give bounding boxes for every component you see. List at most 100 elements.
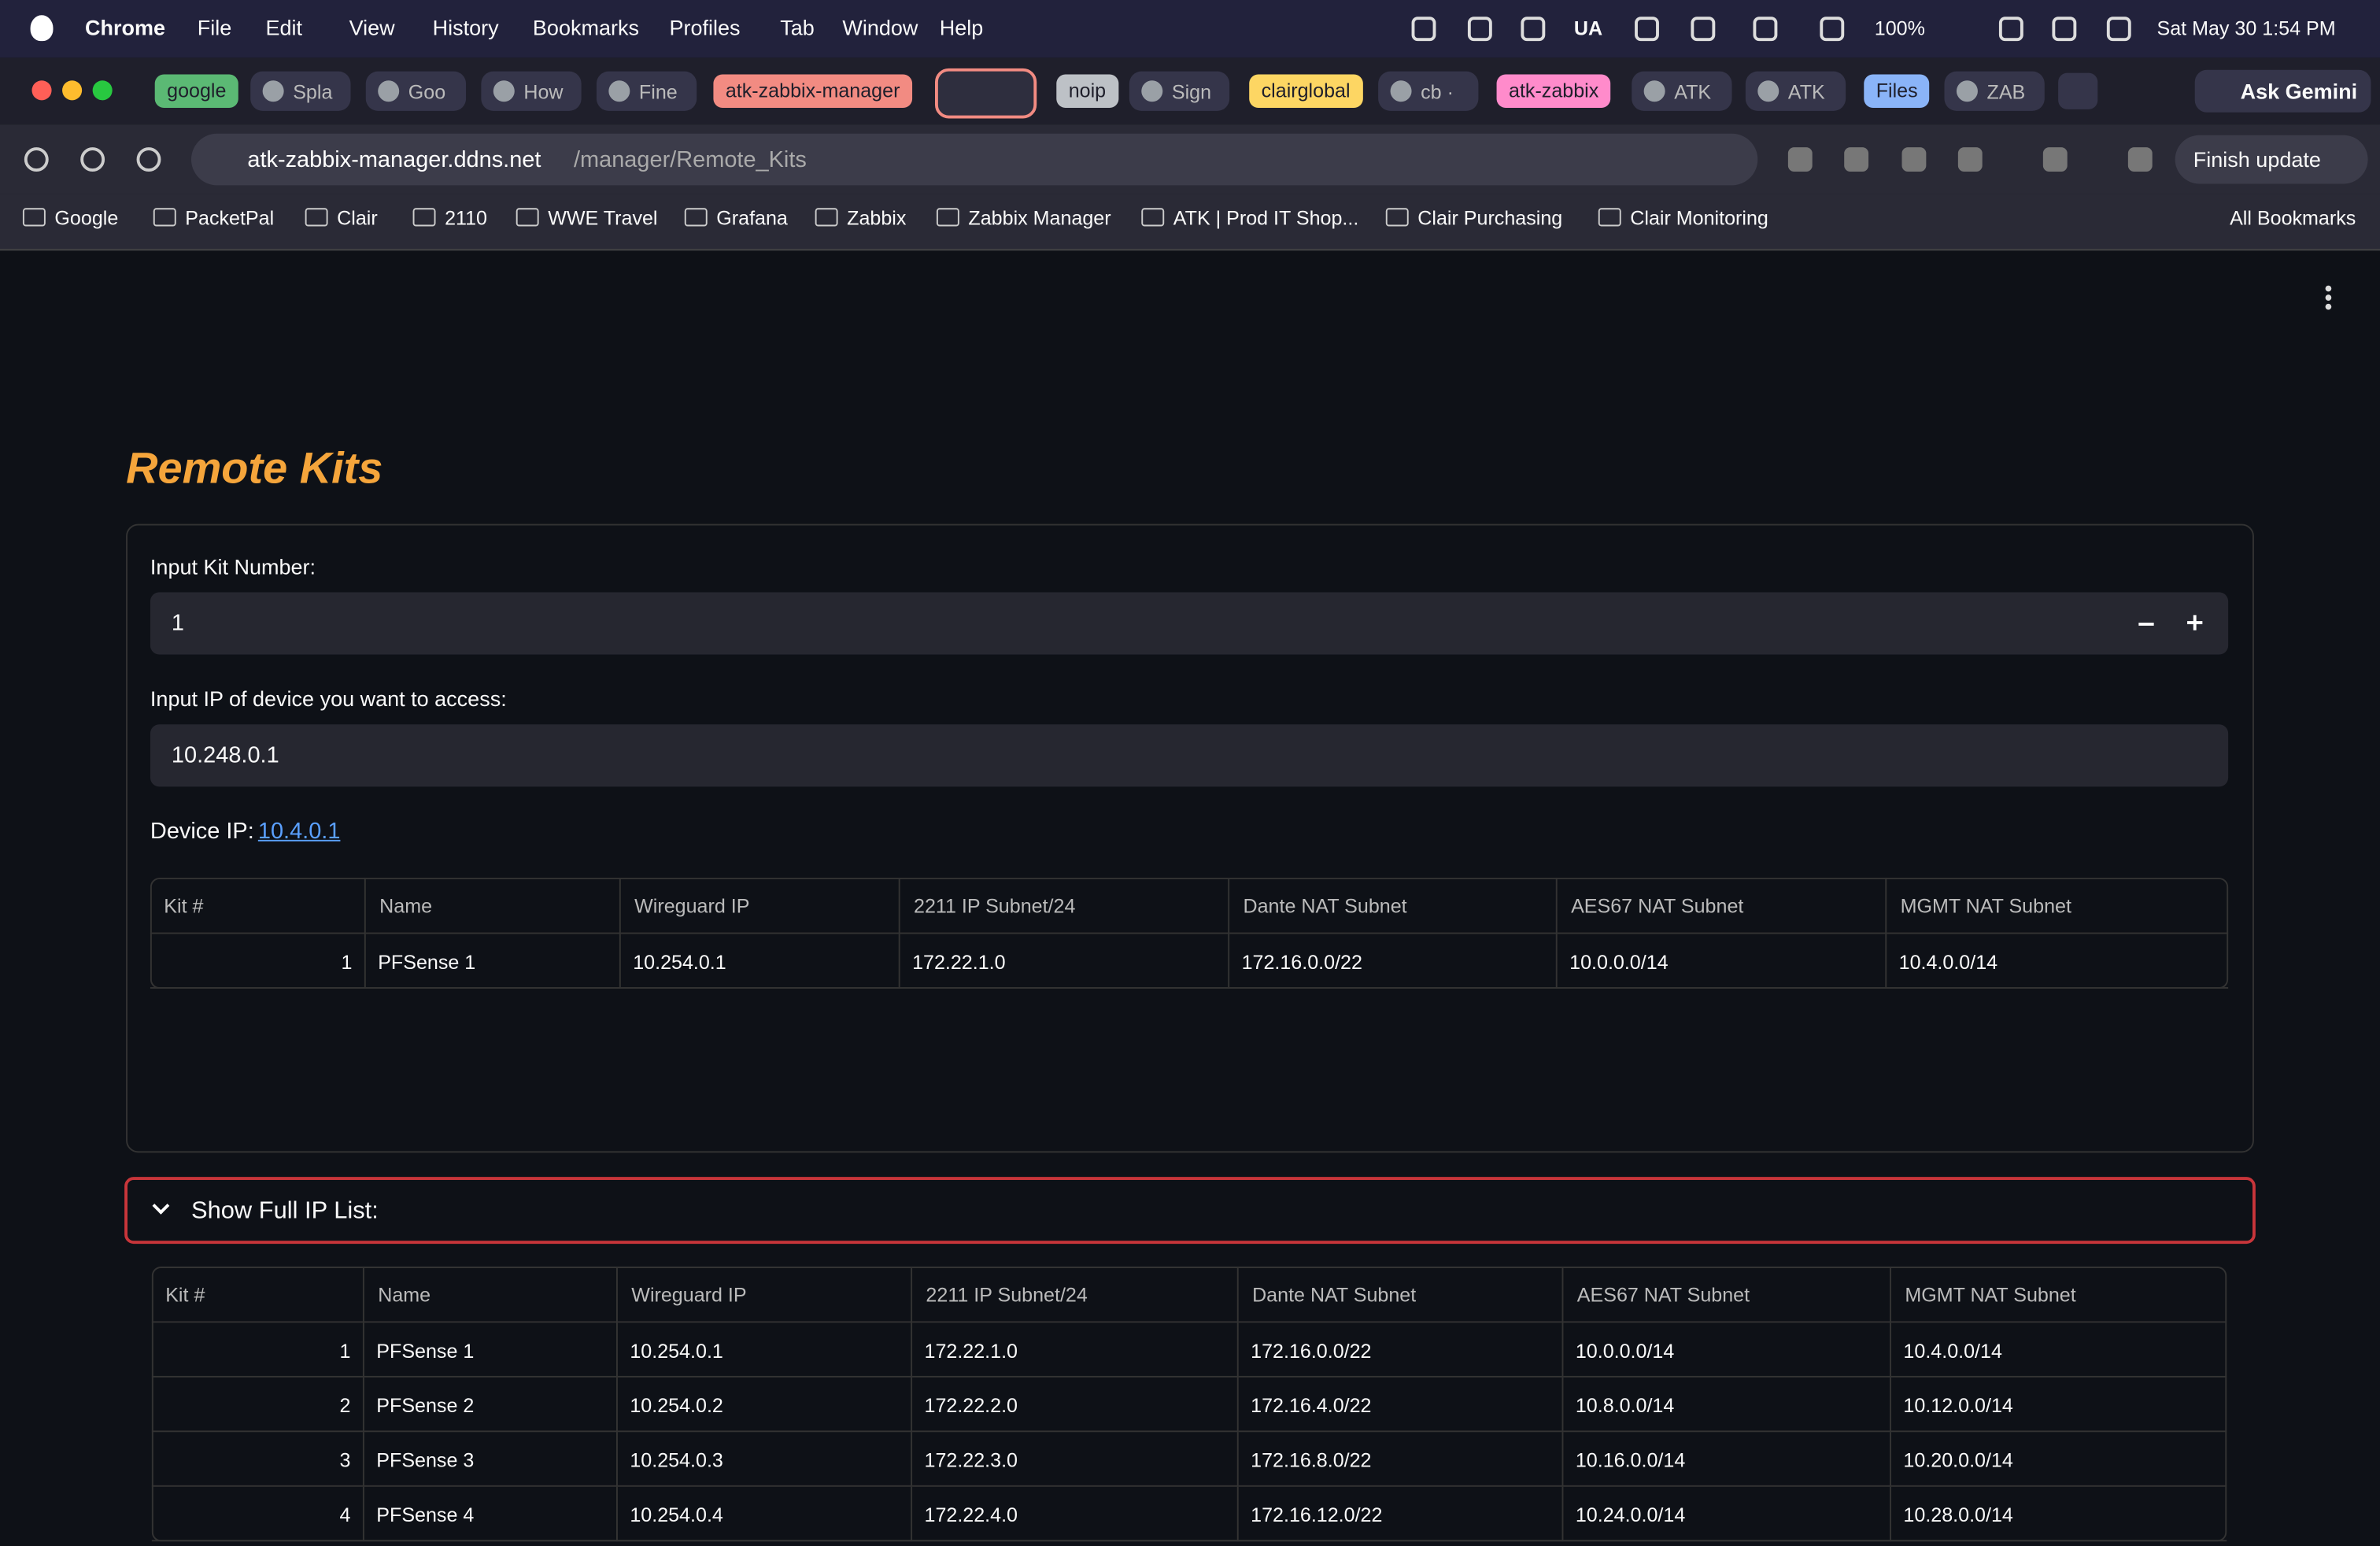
table-cell: 10.0.0.0/14 bbox=[1563, 1322, 1891, 1378]
table-cell: 3 bbox=[151, 1432, 364, 1487]
menu-item[interactable]: File bbox=[197, 15, 232, 40]
menu-item[interactable]: Edit bbox=[265, 15, 303, 40]
table-cell: PFSense 4 bbox=[364, 1486, 618, 1542]
finish-update-button[interactable]: Finish update bbox=[2175, 135, 2368, 184]
status-icon[interactable] bbox=[1635, 17, 1659, 42]
bookmark[interactable]: Zabbix Manager bbox=[936, 205, 1111, 235]
nav-button[interactable] bbox=[80, 147, 105, 172]
window-control[interactable] bbox=[31, 80, 52, 101]
table-cell: 172.22.2.0 bbox=[912, 1377, 1239, 1433]
bookmark-icon bbox=[305, 208, 328, 227]
tab[interactable]: Spla bbox=[250, 71, 351, 111]
status-icon[interactable] bbox=[2052, 17, 2077, 42]
bookmark[interactable]: ATK | Prod IT Shop... bbox=[1141, 205, 1358, 235]
menu-item[interactable]: Profiles bbox=[669, 15, 741, 40]
extension-icon[interactable] bbox=[2127, 147, 2153, 172]
menu-item[interactable]: History bbox=[432, 15, 499, 40]
table-cell: 172.22.1.0 bbox=[912, 1322, 1239, 1378]
tab-group[interactable]: noip bbox=[1056, 74, 1118, 108]
header-cell: MGMT NAT Subnet bbox=[1887, 878, 2229, 934]
status-icon[interactable] bbox=[1411, 17, 1436, 42]
new-tab-button[interactable] bbox=[2058, 72, 2098, 109]
header-cell: MGMT NAT Subnet bbox=[1890, 1267, 2227, 1323]
tab-group[interactable]: atk-zabbix bbox=[1496, 74, 1611, 108]
tab-icon bbox=[262, 80, 284, 102]
active-tab[interactable] bbox=[934, 68, 1037, 119]
extension-icon[interactable] bbox=[1901, 147, 1927, 172]
number-input[interactable]: 1 bbox=[150, 592, 2229, 655]
bookmark[interactable]: Grafana bbox=[684, 205, 788, 235]
status-icon[interactable] bbox=[1753, 17, 1778, 42]
bookmark[interactable]: Google bbox=[22, 205, 118, 235]
status-icon[interactable] bbox=[1820, 17, 1845, 42]
menu-item[interactable]: Tab bbox=[780, 15, 815, 40]
bookmark-icon bbox=[1598, 208, 1621, 227]
status-icon[interactable] bbox=[1521, 17, 1546, 42]
status-icon[interactable] bbox=[2106, 17, 2131, 42]
tab-icon bbox=[1956, 80, 1978, 102]
form-box bbox=[126, 523, 2254, 1153]
decrement-button[interactable] bbox=[2138, 623, 2154, 626]
bookmark[interactable]: Clair Monitoring bbox=[1598, 205, 1768, 235]
bookmarks-bar bbox=[0, 194, 2380, 251]
main-menu[interactable] bbox=[2325, 285, 2332, 310]
bookmark[interactable]: 2110 bbox=[412, 205, 487, 235]
header-cell: Dante NAT Subnet bbox=[1238, 1267, 1564, 1323]
bookmark[interactable]: Clair bbox=[305, 205, 378, 235]
extension-icon[interactable] bbox=[1787, 147, 1813, 172]
status-icon[interactable] bbox=[1467, 17, 1492, 42]
tab-icon bbox=[493, 80, 515, 102]
apple-icon[interactable] bbox=[30, 15, 54, 42]
status-icon[interactable] bbox=[1998, 17, 2023, 42]
app-name[interactable]: Chrome bbox=[84, 15, 166, 40]
tab-group[interactable]: google bbox=[154, 74, 238, 108]
tab[interactable]: Sign bbox=[1129, 71, 1230, 111]
extension-icon[interactable] bbox=[2042, 147, 2068, 172]
table-cell: 172.22.3.0 bbox=[912, 1432, 1239, 1487]
tab-label: ATK bbox=[1674, 80, 1712, 104]
page-title: Remote Kits bbox=[126, 445, 383, 494]
bookmark-icon bbox=[1385, 208, 1409, 227]
all-bookmarks[interactable]: All Bookmarks bbox=[2230, 206, 2356, 230]
input-value: 1 bbox=[171, 610, 185, 637]
menu-bar bbox=[0, 0, 2380, 58]
url-host: atk-zabbix-manager.ddns.net bbox=[247, 147, 541, 173]
bookmark[interactable]: Clair Purchasing bbox=[1385, 205, 1562, 235]
extension-icon[interactable] bbox=[1844, 147, 1869, 172]
window-control[interactable] bbox=[62, 80, 83, 101]
tab[interactable]: ATK bbox=[1745, 71, 1846, 111]
menu-item[interactable]: Window bbox=[842, 15, 918, 40]
bookmark[interactable]: PacketPal bbox=[153, 205, 274, 235]
tab[interactable]: cb · bbox=[1378, 71, 1479, 111]
nav-button[interactable] bbox=[24, 147, 49, 172]
menu-item[interactable]: View bbox=[349, 15, 395, 40]
tab[interactable]: Fine bbox=[596, 71, 697, 111]
tab-group[interactable]: Files bbox=[1864, 74, 1931, 108]
menu-item[interactable]: Bookmarks bbox=[532, 15, 639, 40]
tab[interactable]: ATK bbox=[1632, 71, 1732, 111]
table-cell: PFSense 1 bbox=[364, 1322, 618, 1378]
window-control[interactable] bbox=[92, 80, 113, 101]
header-cell: AES67 NAT Subnet bbox=[1557, 878, 1887, 934]
menu-item[interactable]: Help bbox=[939, 15, 984, 40]
text-input[interactable]: 10.248.0.1 bbox=[150, 724, 2229, 787]
bookmark[interactable]: Zabbix bbox=[815, 205, 906, 235]
status-icon[interactable] bbox=[1691, 17, 1716, 42]
expander[interactable]: Show Full IP List: bbox=[124, 1177, 2256, 1245]
tab[interactable]: Goo bbox=[365, 71, 467, 111]
tab-group[interactable]: atk-zabbix-manager bbox=[713, 74, 912, 108]
header-cell: AES67 NAT Subnet bbox=[1563, 1267, 1891, 1323]
tab-group[interactable]: clairglobal bbox=[1249, 74, 1362, 108]
address-bar[interactable]: atk-zabbix-manager.ddns.net/manager/Remo… bbox=[190, 133, 1758, 186]
table-cell: 10.0.0.0/14 bbox=[1557, 934, 1887, 989]
device-ip-link[interactable]: 10.4.0.1 bbox=[257, 818, 341, 845]
increment-button[interactable] bbox=[2187, 615, 2203, 631]
extension-icon[interactable] bbox=[1957, 147, 1983, 172]
bookmark[interactable]: WWE Travel bbox=[516, 205, 658, 235]
tab-label: ATK bbox=[1787, 80, 1825, 104]
tab[interactable]: How bbox=[481, 71, 582, 111]
table-cell: 10.4.0.0/14 bbox=[1890, 1322, 2227, 1378]
nav-button[interactable] bbox=[136, 147, 161, 172]
tab[interactable]: ZAB bbox=[1944, 71, 2045, 111]
gemini-button[interactable]: Ask Gemini bbox=[2194, 69, 2371, 113]
